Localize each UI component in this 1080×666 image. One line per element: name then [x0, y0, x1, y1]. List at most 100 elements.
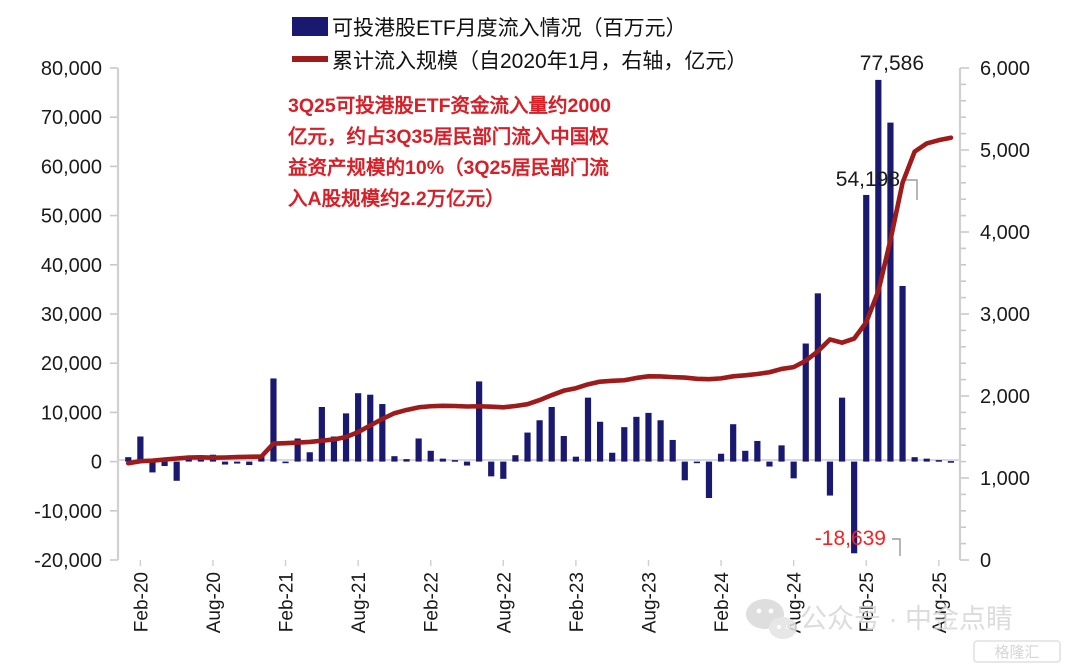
legend-label: 累计流入规模（自2020年1月，右轴，亿元） [332, 50, 747, 73]
bar [657, 420, 664, 462]
bar [367, 394, 374, 462]
left-tick-label: -10,000 [34, 501, 102, 523]
bar [621, 427, 628, 462]
bar [802, 343, 809, 462]
left-tick-label: 20,000 [41, 353, 102, 375]
x-axis-label: Feb-20 [131, 572, 152, 632]
bar [173, 461, 180, 481]
bar [391, 456, 398, 462]
wechat-dot [768, 608, 774, 614]
bar [923, 458, 930, 462]
bar [730, 424, 737, 462]
chart-annotation: 3Q25可投港股ETF资金流入量约2000 亿元，约占3Q35居民部门流入中国权益… [288, 94, 611, 210]
bar [234, 461, 241, 464]
annotation-line: 3Q25可投港股ETF资金流入量约2000 [288, 94, 611, 117]
x-axis-label: Aug-23 [639, 572, 660, 633]
bar [717, 453, 725, 462]
left-tick-label: 50,000 [41, 206, 102, 228]
right-tick-label: 3,000 [980, 304, 1030, 326]
annotation-line: 益资产规模的10%（3Q25居民部门流 [288, 156, 609, 179]
bar [270, 378, 277, 462]
left-tick-label: 80,000 [41, 58, 102, 80]
bar [221, 461, 229, 465]
x-axis-label: Feb-25 [857, 572, 878, 632]
bar [560, 436, 567, 462]
bar [488, 461, 495, 477]
bar [693, 461, 700, 464]
watermark-text: 公众号 · 中金点睛 [800, 604, 1013, 634]
bar [863, 194, 870, 462]
bar [476, 381, 483, 462]
left-tick-label: 0 [91, 452, 102, 474]
x-axis-label: Aug-22 [494, 572, 515, 633]
secondary-label: 54,198 [836, 168, 900, 191]
negative-label: -18,639 [815, 527, 886, 550]
bar [742, 450, 749, 462]
bar [282, 461, 289, 464]
line-series [125, 135, 954, 466]
left-tick-label: 30,000 [41, 304, 102, 326]
bar [318, 406, 325, 462]
leader-line [906, 179, 918, 200]
bar [875, 79, 882, 462]
bar [814, 293, 821, 462]
wechat-dot [777, 625, 781, 629]
bar [512, 455, 519, 462]
x-axis-label: Aug-21 [349, 572, 370, 633]
bar [851, 461, 858, 554]
bar [379, 404, 386, 462]
bar [125, 457, 132, 462]
x-axis-label: Aug-25 [930, 572, 951, 633]
right-tick-label: 5,000 [980, 140, 1030, 162]
legend-swatch-bar [292, 17, 328, 36]
bar [681, 461, 688, 481]
bar [669, 439, 676, 462]
bar [415, 438, 422, 462]
bar [754, 440, 761, 462]
x-axis-label: Feb-22 [422, 572, 443, 632]
bar [451, 460, 459, 462]
bar [790, 461, 797, 479]
bar [899, 285, 906, 462]
bar [294, 438, 301, 462]
bar [766, 461, 773, 467]
category-labels: Feb-20 Aug-20 Feb-21 Aug-21 Feb-22 Aug-22 Feb-… [131, 560, 951, 634]
leader-line [892, 538, 901, 556]
right-tick-label: 6,000 [980, 58, 1030, 80]
bar [887, 122, 894, 462]
chart-legend: 可投港股ETF月度流入情况（百万元） 累计流入规模（自2020年1月，右轴，亿元） [292, 17, 747, 73]
bar [197, 459, 204, 462]
bar [536, 420, 543, 462]
bar [911, 457, 918, 462]
cumulative-line [125, 135, 954, 466]
bar [645, 412, 652, 462]
wechat-dot [786, 625, 790, 629]
bar [947, 461, 955, 463]
bar-series [125, 79, 955, 554]
x-axis-label: Aug-24 [785, 572, 806, 634]
right-tick-label: 4,000 [980, 222, 1030, 244]
x-axis-label: Feb-24 [712, 572, 733, 633]
bar [705, 461, 713, 499]
bar [500, 461, 507, 479]
bar [403, 459, 410, 462]
bar [524, 432, 531, 462]
wechat-icon-small [769, 617, 797, 639]
right-tick-label: 1,000 [980, 468, 1030, 490]
left-tick-label: 40,000 [41, 255, 102, 277]
bar [596, 421, 604, 462]
bar [463, 461, 471, 466]
left-tick-label: -20,000 [34, 550, 102, 572]
x-axis-label: Feb-21 [277, 572, 298, 632]
bar [826, 461, 834, 496]
bar [548, 406, 555, 462]
bar [306, 452, 313, 462]
legend-label: 可投港股ETF月度流入情况（百万元） [332, 17, 687, 40]
left-tick-label: 70,000 [41, 107, 102, 129]
bar [149, 461, 156, 473]
x-axis-label: Aug-20 [204, 572, 225, 633]
data-labels: 77,586 54,198 -18,639 [815, 52, 924, 556]
left-axis-ticks: -20,000 -10,000 0 10,000 20,000 30,000 40,000 5… [34, 58, 118, 572]
